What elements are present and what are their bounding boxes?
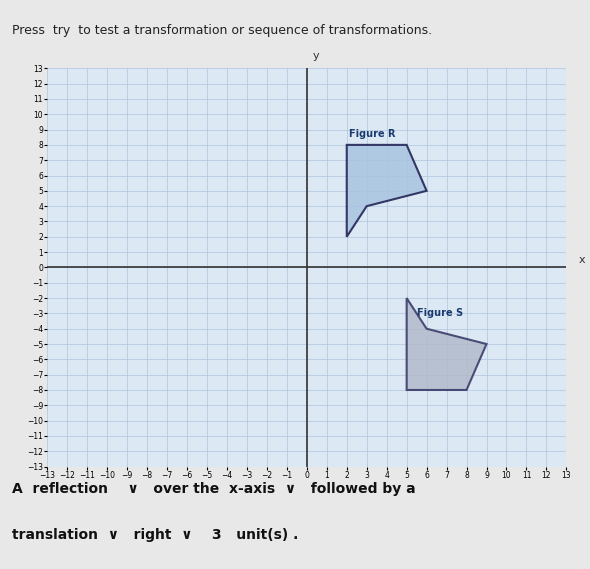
Text: translation  ∨   right  ∨    3   unit(s) .: translation ∨ right ∨ 3 unit(s) . [12,528,298,542]
Text: Press  try  to test a transformation or sequence of transformations.: Press try to test a transformation or se… [12,24,432,37]
Polygon shape [407,298,487,390]
Text: x: x [578,255,585,265]
Text: Figure S: Figure S [417,308,463,319]
Polygon shape [347,145,427,237]
Text: y: y [313,51,319,61]
Text: A  reflection    ∨   over the  x-axis  ∨   followed by a: A reflection ∨ over the x-axis ∨ followe… [12,482,415,496]
Text: Figure R: Figure R [349,129,395,139]
